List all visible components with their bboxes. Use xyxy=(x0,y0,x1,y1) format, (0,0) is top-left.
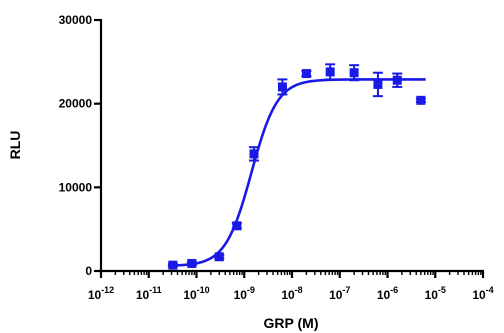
x-tick-base: 10 xyxy=(472,288,486,302)
point-marker xyxy=(349,68,359,78)
data-point xyxy=(186,258,197,268)
x-tick-label: 10-7 xyxy=(329,285,350,302)
y-tick-label: 30000 xyxy=(59,13,93,27)
point-marker xyxy=(392,75,402,85)
y-tick-label: 20000 xyxy=(59,97,93,111)
data-point xyxy=(248,146,259,162)
data-point xyxy=(301,69,312,79)
x-tick-base: 10 xyxy=(234,288,248,302)
x-tick-label: 10-5 xyxy=(425,285,446,302)
x-tick-base: 10 xyxy=(281,288,295,302)
x-tick-base: 10 xyxy=(136,288,150,302)
y-tick-label: 10000 xyxy=(59,180,93,194)
x-tick-exponent: -8 xyxy=(295,285,303,295)
point-marker xyxy=(277,82,287,92)
y-tick-label: 0 xyxy=(85,264,92,278)
point-marker xyxy=(214,252,224,262)
x-tick-base: 10 xyxy=(88,288,102,302)
x-tick-base: 10 xyxy=(183,288,197,302)
point-marker xyxy=(168,260,178,270)
x-tick-label: 10-4 xyxy=(472,285,493,302)
y-axis: 0 10000 20000 30000 xyxy=(59,13,103,278)
fit-curve-layer xyxy=(168,78,426,267)
data-point xyxy=(231,221,242,231)
data-point xyxy=(277,78,288,96)
data-points-layer xyxy=(167,63,426,270)
data-point xyxy=(167,260,178,270)
x-tick-label: 10-10 xyxy=(183,285,209,302)
x-tick-exponent: -7 xyxy=(342,285,350,295)
x-tick-exponent: -12 xyxy=(101,285,114,295)
point-marker xyxy=(187,258,197,268)
point-marker xyxy=(373,79,383,89)
fit-curve xyxy=(168,78,426,267)
x-tick-exponent: -6 xyxy=(390,285,398,295)
point-marker xyxy=(416,95,426,105)
x-tick-label: 10-9 xyxy=(234,285,255,302)
point-marker xyxy=(325,67,335,77)
x-tick-exponent: -10 xyxy=(197,285,210,295)
x-tick-base: 10 xyxy=(329,288,343,302)
x-tick-exponent: -9 xyxy=(247,285,255,295)
x-axis-title: GRP (M) xyxy=(264,315,319,331)
x-tick-label: 10-12 xyxy=(88,285,114,302)
point-marker xyxy=(301,69,311,79)
x-tick-base: 10 xyxy=(425,288,439,302)
data-point xyxy=(415,95,426,105)
x-tick-label: 10-8 xyxy=(281,285,302,302)
data-point xyxy=(349,64,360,82)
data-point xyxy=(325,63,336,81)
x-tick-base: 10 xyxy=(377,288,391,302)
data-point xyxy=(372,71,383,98)
data-point xyxy=(392,72,403,88)
x-tick-label: 10-6 xyxy=(377,285,398,302)
x-axis: 10-12 10-11 10-10 10-9 10-8 10-7 10-6 10-5 10-4 xyxy=(88,269,494,302)
x-tick-exponent: -11 xyxy=(149,285,162,295)
data-point xyxy=(214,252,225,262)
x-tick-label: 10-11 xyxy=(136,285,162,302)
x-tick-exponent: -4 xyxy=(486,285,494,295)
y-axis-title: RLU xyxy=(7,131,23,160)
x-tick-exponent: -5 xyxy=(438,285,446,295)
point-marker xyxy=(232,221,242,231)
point-marker xyxy=(249,149,259,159)
